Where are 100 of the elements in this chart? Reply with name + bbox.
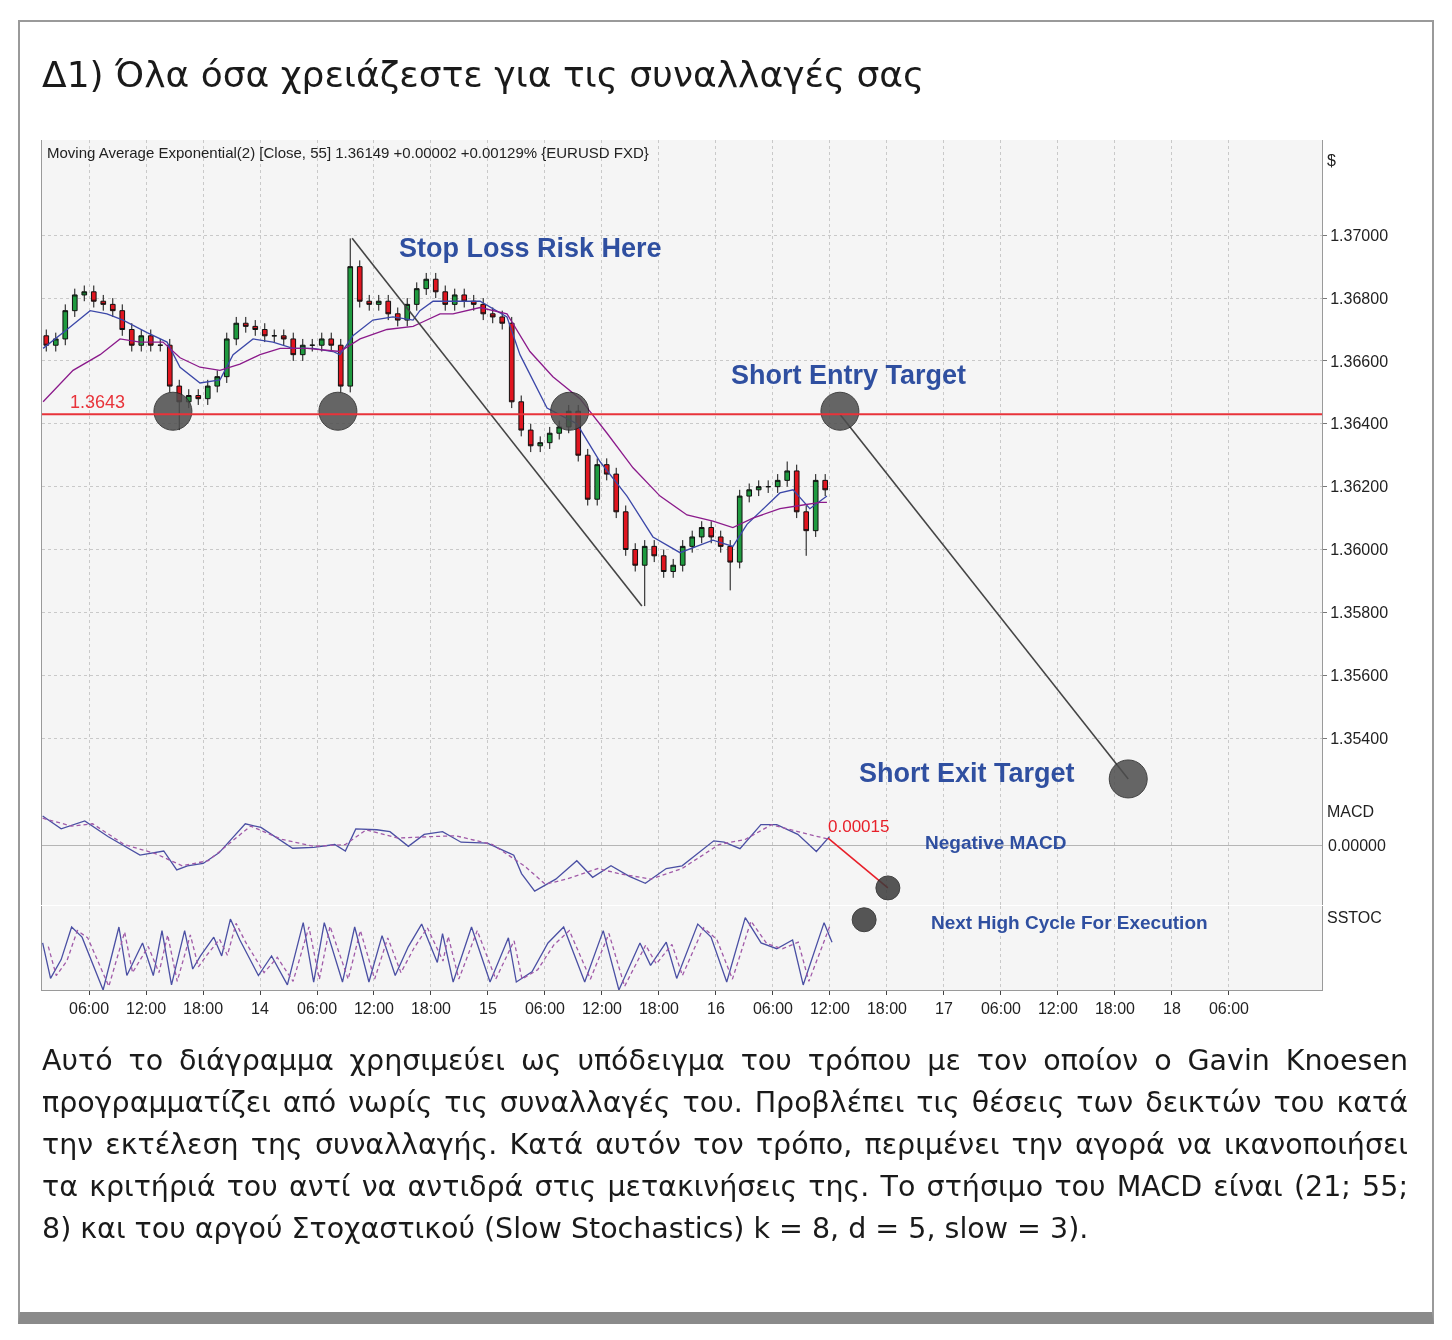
candlestick — [375, 294, 382, 312]
annotation: Short Entry Target — [731, 360, 967, 390]
candlestick — [109, 297, 116, 318]
candlestick — [451, 288, 458, 312]
candlestick — [166, 338, 173, 393]
candlestick — [765, 479, 772, 494]
x-tick-label: 06:00 — [524, 1000, 566, 1018]
y-tick-label: 1.37000 — [1330, 226, 1389, 244]
candlestick — [803, 505, 810, 557]
candlestick — [242, 316, 249, 334]
candlestick — [518, 395, 525, 437]
candlestick — [727, 539, 734, 591]
x-tick-label: 16 — [707, 1000, 725, 1018]
candlestick — [52, 332, 59, 353]
x-tick-label: 06:00 — [296, 1000, 338, 1018]
candlestick — [100, 294, 107, 312]
candlestick — [90, 285, 97, 309]
candlestick — [489, 307, 496, 324]
candlestick — [252, 319, 259, 337]
candlestick — [527, 423, 534, 453]
x-tick-label: 17 — [935, 1000, 953, 1018]
x-tick-label: 18 — [1163, 1000, 1181, 1018]
candlestick — [613, 467, 620, 519]
x-tick-label: 18:00 — [410, 1000, 452, 1018]
candlestick — [689, 530, 696, 554]
annotation: 0.00015 — [828, 817, 890, 836]
candlestick — [784, 461, 791, 488]
x-tick-label: 18:00 — [1094, 1000, 1136, 1018]
x-tick-label: 18:00 — [638, 1000, 680, 1018]
candlestick — [261, 322, 268, 343]
x-tick-label: 18:00 — [182, 1000, 224, 1018]
x-tick-label: 12:00 — [809, 1000, 851, 1018]
candlestick — [413, 281, 420, 312]
x-tick-label: 06:00 — [980, 1000, 1022, 1018]
y-tick-label: 1.35800 — [1330, 603, 1389, 621]
candlestick — [423, 272, 430, 296]
annotation: Stop Loss Risk Here — [399, 233, 662, 263]
candlestick — [271, 329, 278, 343]
text: 0.00000 — [1328, 837, 1386, 854]
candlestick — [204, 379, 211, 406]
annotation: Short Exit Target — [859, 758, 1075, 788]
candlestick — [328, 332, 335, 353]
x-tick-label: 18:00 — [866, 1000, 908, 1018]
x-tick-label: 06:00 — [69, 1000, 110, 1018]
text: Αυτό το διάγραμμα χρησιμεύει ως υπόδειγμα του τρόπου με τον οποίον ο Gavin Knoesen προγραμματίζει από νωρίς τις συναλλαγές του. Προβλέπει τις θέσεις των δεικτών του κατά την εκτέλεση της συναλλαγής. Κατά αυτόν τον τρόπο, περιμένει την αγορά να ικανοποιήσει τα κριτήριά του αντί να αντιδρά στις μετακινήσεις της. Το στήσιμο του MACD είναι (21; 55; 8) και του αργού Στοχαστικού (Slow Stochastics) k = 8, d = 5, slow = 3). — [42, 1043, 1408, 1247]
y-tick-label: 1.36000 — [1330, 541, 1389, 559]
candlestick — [708, 520, 715, 544]
candlestick — [432, 272, 439, 299]
candlestick — [641, 539, 648, 607]
y-axis-title: SSTOC — [1327, 909, 1382, 926]
candlestick — [43, 329, 50, 353]
candlestick — [81, 285, 88, 302]
candlestick — [347, 237, 354, 393]
candlestick — [822, 473, 829, 497]
x-tick-label: 12:00 — [581, 1000, 623, 1018]
candlestick — [793, 464, 800, 519]
candlestick — [736, 489, 743, 569]
candlestick — [62, 303, 69, 346]
candlestick — [508, 316, 515, 409]
candlestick — [546, 426, 553, 450]
y-tick-label: 1.36200 — [1330, 478, 1389, 496]
candlestick — [366, 294, 373, 312]
candlestick — [651, 539, 658, 563]
candlestick — [632, 542, 639, 573]
x-tick-label: 12:00 — [353, 1000, 395, 1018]
candlestick — [157, 338, 164, 353]
ref-line-label: 1.3643 — [70, 392, 126, 412]
y-axis-title: MACD — [1327, 803, 1375, 820]
candlestick — [679, 539, 686, 573]
candlestick — [755, 479, 762, 497]
candlestick — [594, 457, 601, 507]
y-tick-label: 1.36800 — [1330, 289, 1389, 307]
y-axis-title: $ — [1327, 152, 1336, 169]
x-tick-label: 14 — [251, 1000, 269, 1018]
y-tick-label: 1.35600 — [1330, 666, 1389, 684]
candlestick — [442, 285, 449, 312]
y-tick-label: 1.36600 — [1330, 352, 1389, 370]
x-tick-label: 12:00 — [1037, 1000, 1079, 1018]
x-tick-label: 06:00 — [1208, 1000, 1250, 1018]
candlestick — [280, 329, 287, 346]
chart-subtitle: Moving Average Exponential(2) [Close, 55] 1.36149 +0.00002 +0.00129% {EURUSD FXD} — [47, 144, 649, 161]
annotation: Next High Cycle For Execution — [931, 912, 1208, 933]
candlestick — [356, 259, 363, 309]
candlestick — [537, 435, 544, 453]
chart-title: Δ1) Όλα όσα χρειάζεστε για τις συναλλαγές σας — [42, 54, 925, 95]
candlestick — [499, 310, 506, 331]
candlestick — [290, 332, 297, 362]
candlestick — [746, 483, 753, 503]
candlestick — [233, 316, 240, 346]
candlestick — [698, 520, 705, 544]
candlestick — [385, 294, 392, 321]
candlestick — [670, 558, 677, 579]
candlestick — [309, 338, 316, 353]
candlestick — [461, 288, 468, 309]
y-tick-label: 1.35400 — [1330, 729, 1389, 747]
annotation: Negative MACD — [925, 832, 1067, 853]
candlestick — [660, 549, 667, 579]
candlestick — [584, 448, 591, 507]
candlestick — [128, 322, 135, 353]
candlestick — [774, 473, 781, 494]
